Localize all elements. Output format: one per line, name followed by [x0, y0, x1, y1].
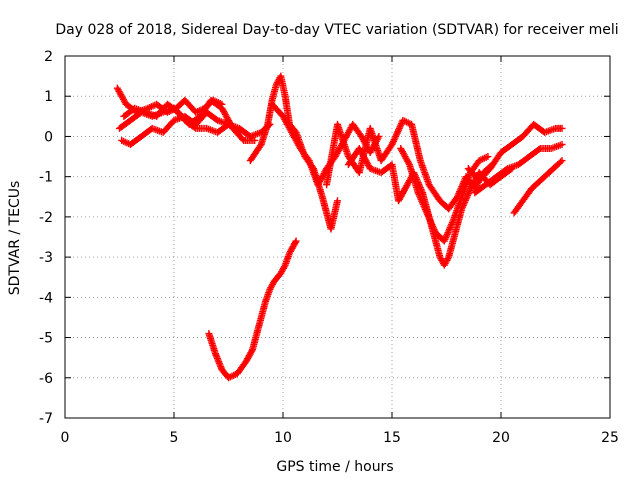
data-point	[375, 132, 383, 140]
trace-point	[389, 137, 397, 145]
trace-point	[390, 136, 398, 144]
y-tick-label: 2	[44, 49, 53, 65]
y-tick-label: -4	[39, 290, 53, 306]
data-points	[113, 72, 566, 382]
axes	[64, 55, 611, 419]
data-point	[292, 237, 300, 245]
trace-point	[393, 129, 401, 137]
y-tick-label: -3	[39, 250, 53, 266]
trace-point	[557, 158, 565, 166]
data-point	[334, 197, 341, 205]
trace-point	[394, 128, 402, 136]
data-point	[558, 140, 566, 148]
trace-point	[248, 347, 256, 355]
data-point	[558, 157, 566, 165]
y-tick-label: -1	[39, 170, 53, 186]
y-tick-label: 0	[44, 129, 53, 145]
trace-point	[444, 255, 452, 263]
tick-labels: 0 5 10 15 20 25 -7 -6 -5 -4 -3 -2 -1 0 1 2	[39, 49, 619, 446]
x-axis-label: GPS time / hours	[276, 459, 393, 475]
chart-title: Day 028 of 2018, Sidereal Day-to-day VTE…	[55, 22, 618, 38]
trace-point	[389, 139, 397, 147]
data-point	[484, 153, 492, 161]
data-point	[558, 124, 566, 132]
y-tick-label: 1	[44, 89, 53, 105]
x-tick-label: 20	[492, 430, 510, 446]
trace-point	[392, 131, 400, 139]
data-point	[251, 136, 259, 144]
trace-point	[395, 126, 403, 134]
trace-point	[405, 159, 413, 167]
y-axis-label: SDTVAR / TECUs	[7, 181, 23, 296]
y-tick-label: -6	[39, 371, 53, 387]
trace-point	[291, 238, 299, 246]
x-tick-label: 0	[61, 430, 70, 446]
trace-point	[535, 146, 543, 154]
x-tick-label: 15	[383, 430, 401, 446]
trace-point	[396, 123, 404, 131]
data-point	[388, 140, 396, 148]
plot-frame	[64, 55, 611, 419]
trace-point	[280, 263, 288, 271]
x-tick-label: 25	[601, 430, 619, 446]
y-tick-label: -5	[39, 331, 53, 347]
trace-point	[256, 142, 264, 150]
trace-point	[397, 121, 405, 129]
trace-point	[392, 132, 400, 140]
y-tick-label: -7	[39, 411, 53, 427]
y-tick-label: -2	[39, 210, 53, 226]
x-tick-label: 5	[170, 430, 179, 446]
trace-point	[395, 124, 403, 132]
trace-point	[391, 134, 399, 142]
x-tick-label: 10	[274, 430, 292, 446]
